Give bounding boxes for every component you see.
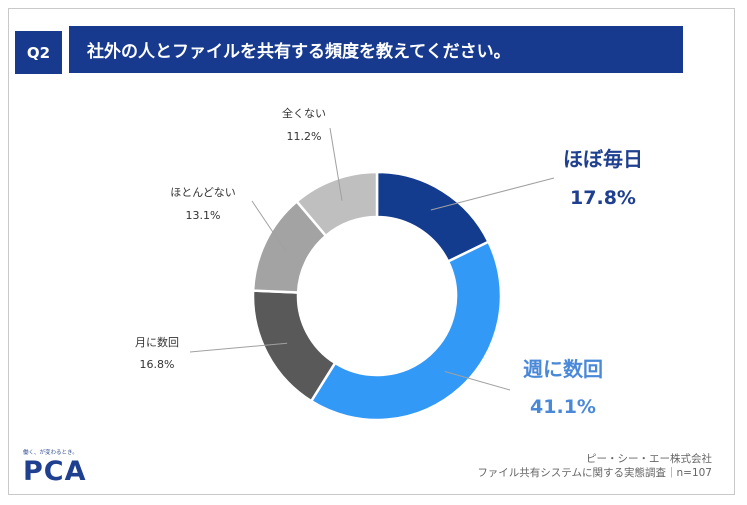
slice-label-3: 月に数回 [135,336,179,349]
logo-tagline: 働く、が変わるとき。 [23,450,78,456]
leader-line-1 [430,177,555,211]
slice-value-3: 16.8% [140,358,175,371]
slice-label-5: 全くない [282,106,326,120]
slice-value-2: 41.1% [530,396,596,418]
leader-line-3 [189,342,288,353]
footer-company: ピー・シー・エー株式会社 [586,453,712,465]
slice-label-2: 週に数回 [523,357,603,381]
slice-label-4: ほとんどない [170,186,235,199]
slice-value-1: 17.8% [570,187,636,209]
donut-slice-5 [295,170,379,238]
leader-line-2 [444,371,511,391]
footer-note: ピー・シー・エー株式会社 ファイル共有システムに関する実態調査｜n=107 [477,452,712,480]
question-title: 社外の人とファイルを共有する頻度を教えてください。 [69,26,683,73]
slice-value-4: 13.1% [186,209,221,222]
donut-slice-2 [309,240,503,422]
leader-line-5 [329,127,343,201]
pca-logo: PCA [23,456,87,487]
slice-label-1: ほぼ毎日 [563,147,643,171]
question-badge: Q2 [15,31,62,74]
slice-value-5: 11.2% [287,130,322,143]
footer-survey: ファイル共有システムに関する実態調査｜n=107 [477,467,712,479]
leader-line-4 [251,200,287,252]
donut-slice-3 [251,289,337,403]
donut-slice-1 [375,170,491,264]
question-text: 社外の人とファイルを共有する頻度を教えてください。 [87,42,511,62]
